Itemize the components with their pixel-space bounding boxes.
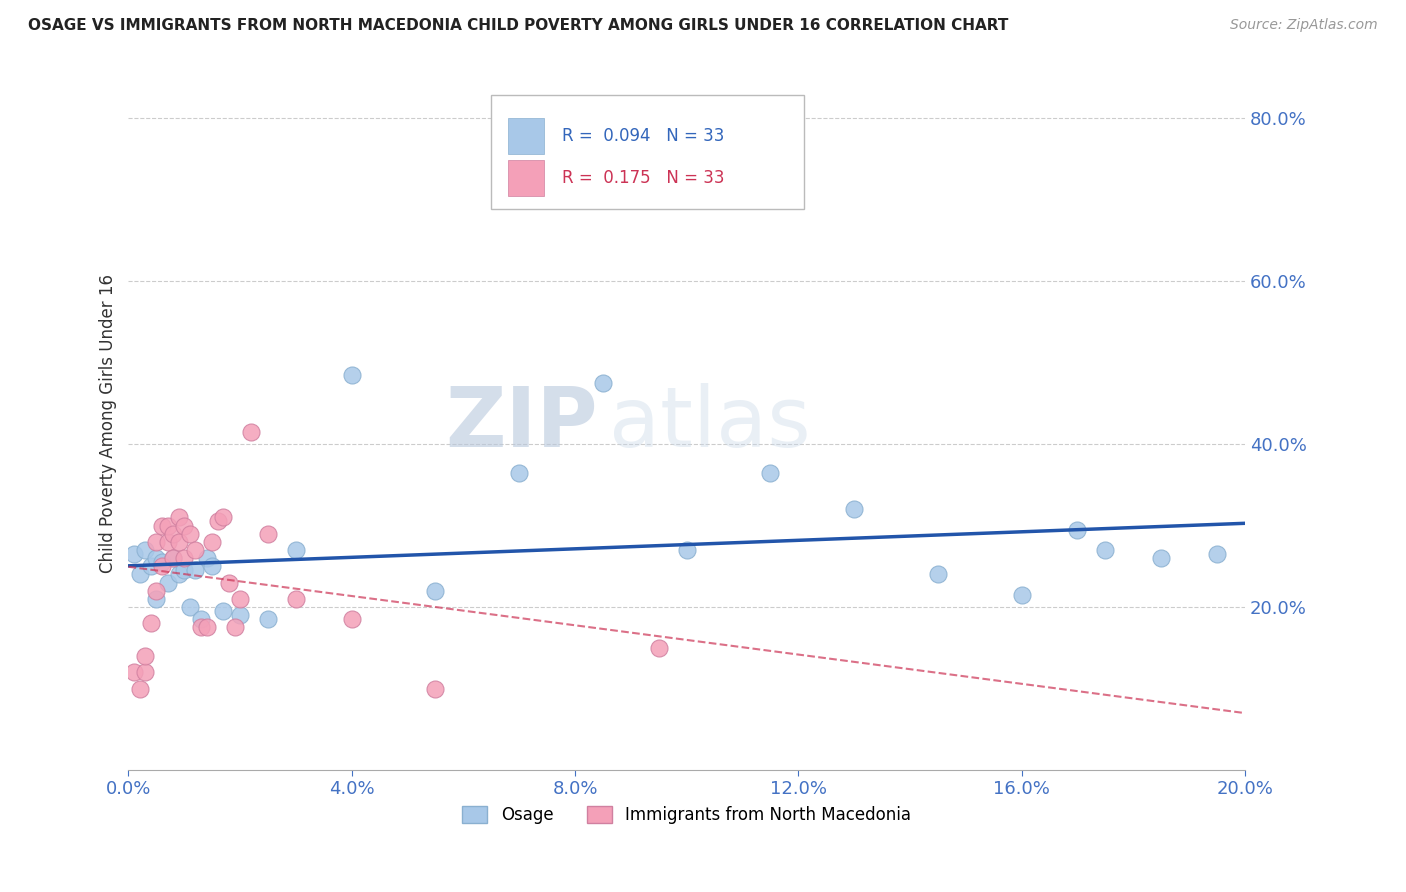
Point bbox=[173, 563, 195, 577]
Point bbox=[229, 608, 252, 623]
Point bbox=[195, 620, 218, 634]
Point bbox=[156, 575, 179, 590]
Point bbox=[759, 466, 782, 480]
Point bbox=[425, 681, 447, 696]
Point bbox=[162, 526, 184, 541]
Point bbox=[145, 551, 167, 566]
FancyBboxPatch shape bbox=[508, 160, 544, 196]
Point bbox=[207, 515, 229, 529]
Point bbox=[162, 551, 184, 566]
Point bbox=[156, 534, 179, 549]
Text: OSAGE VS IMMIGRANTS FROM NORTH MACEDONIA CHILD POVERTY AMONG GIRLS UNDER 16 CORR: OSAGE VS IMMIGRANTS FROM NORTH MACEDONIA… bbox=[28, 18, 1008, 33]
Point bbox=[167, 567, 190, 582]
Text: Source: ZipAtlas.com: Source: ZipAtlas.com bbox=[1230, 18, 1378, 32]
Point bbox=[150, 555, 173, 569]
Point bbox=[284, 543, 307, 558]
Point bbox=[145, 583, 167, 598]
Point bbox=[1150, 551, 1173, 566]
Y-axis label: Child Poverty Among Girls Under 16: Child Poverty Among Girls Under 16 bbox=[100, 274, 117, 574]
Point bbox=[1011, 588, 1033, 602]
FancyBboxPatch shape bbox=[508, 119, 544, 154]
Point bbox=[134, 648, 156, 663]
Text: ZIP: ZIP bbox=[444, 384, 598, 464]
Point bbox=[184, 543, 207, 558]
Point bbox=[150, 518, 173, 533]
Point bbox=[173, 551, 195, 566]
Point bbox=[1094, 543, 1116, 558]
Point bbox=[134, 665, 156, 680]
Point bbox=[340, 612, 363, 626]
Point bbox=[425, 583, 447, 598]
Point bbox=[240, 425, 263, 439]
Text: R =  0.094   N = 33: R = 0.094 N = 33 bbox=[561, 128, 724, 145]
Point bbox=[218, 575, 240, 590]
Point bbox=[257, 612, 280, 626]
FancyBboxPatch shape bbox=[491, 95, 804, 209]
Point bbox=[145, 591, 167, 606]
Point bbox=[145, 534, 167, 549]
Point bbox=[229, 591, 252, 606]
Point bbox=[179, 526, 201, 541]
Point bbox=[134, 543, 156, 558]
Point bbox=[844, 502, 866, 516]
Point bbox=[1066, 523, 1088, 537]
Point bbox=[167, 510, 190, 524]
Point bbox=[173, 518, 195, 533]
Point bbox=[675, 543, 697, 558]
Point bbox=[284, 591, 307, 606]
Point bbox=[224, 620, 246, 634]
Point bbox=[257, 526, 280, 541]
Point bbox=[508, 466, 530, 480]
Point bbox=[190, 620, 212, 634]
Point bbox=[128, 681, 150, 696]
Point bbox=[167, 534, 190, 549]
Point bbox=[128, 567, 150, 582]
Point bbox=[139, 559, 162, 574]
Point bbox=[212, 510, 235, 524]
Point bbox=[122, 665, 145, 680]
Point bbox=[212, 604, 235, 618]
Point bbox=[156, 518, 179, 533]
Text: atlas: atlas bbox=[609, 384, 810, 464]
Point bbox=[184, 563, 207, 577]
Point bbox=[150, 559, 173, 574]
Point bbox=[1206, 547, 1229, 561]
Point bbox=[190, 612, 212, 626]
Point bbox=[201, 559, 224, 574]
Point bbox=[122, 547, 145, 561]
Point bbox=[927, 567, 949, 582]
Point bbox=[592, 376, 614, 390]
Text: R =  0.175   N = 33: R = 0.175 N = 33 bbox=[561, 169, 724, 186]
Point bbox=[201, 534, 224, 549]
Legend: Osage, Immigrants from North Macedonia: Osage, Immigrants from North Macedonia bbox=[463, 805, 911, 824]
Point bbox=[179, 600, 201, 615]
Point bbox=[139, 616, 162, 631]
Point bbox=[340, 368, 363, 382]
Point bbox=[648, 640, 671, 655]
Point bbox=[195, 551, 218, 566]
Point bbox=[162, 551, 184, 566]
